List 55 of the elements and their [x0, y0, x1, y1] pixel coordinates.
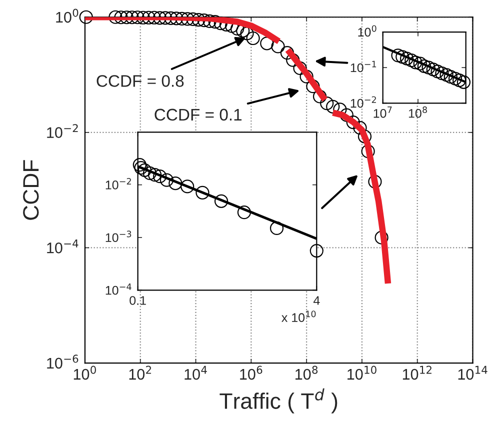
x-tick-label: 4 — [313, 296, 320, 305]
point — [142, 166, 157, 180]
point — [310, 244, 324, 258]
x-tick-label: 10$^{2}$ — [129, 366, 152, 380]
point — [426, 62, 440, 76]
point — [404, 54, 418, 68]
y-tick-label: 10$^{−4}$ — [47, 240, 78, 254]
point — [396, 50, 410, 64]
point — [413, 56, 427, 70]
x-tick-label: 10$^{8}$ — [408, 106, 427, 118]
x-tick-label: 10$^{12}$ — [402, 366, 432, 380]
point — [417, 59, 431, 73]
point — [456, 75, 471, 89]
x-tick-label: 10$^{7}$ — [374, 106, 392, 118]
point — [180, 180, 194, 194]
point — [237, 206, 252, 220]
x-tick-label: 10$^{10}$ — [348, 366, 376, 380]
point — [270, 221, 284, 236]
y-tick-label: 10$^{−4}$ — [106, 283, 132, 295]
x-tick-label: 10$^{6}$ — [240, 366, 262, 380]
y-tick-label: 10$^{−2}$ — [350, 96, 376, 108]
point — [153, 170, 167, 184]
x-axis-title: x 10$^{10}$ — [282, 310, 316, 322]
point — [422, 60, 436, 74]
point — [400, 52, 414, 66]
point — [134, 161, 148, 175]
x-axis-title: Traffic ( T$^{d}$ ) — [220, 388, 338, 414]
point — [214, 194, 228, 208]
annotation: CCDF = 0.1 — [154, 108, 242, 121]
point — [448, 72, 462, 86]
y-tick-label: 10$^{−2}$ — [106, 178, 131, 190]
x-tick-label: 10$^{14}$ — [458, 366, 488, 380]
point — [132, 158, 146, 172]
x-tick-label: 10$^{4}$ — [184, 366, 207, 380]
x-tick-label: 0.1 — [130, 296, 146, 305]
point — [391, 48, 405, 62]
y-axis-title: CCDF — [23, 160, 39, 220]
point — [440, 68, 454, 82]
point — [196, 186, 210, 200]
point — [452, 73, 466, 88]
point — [148, 168, 162, 182]
y-tick-label: 10$^{0}$ — [358, 25, 376, 37]
point — [430, 64, 444, 78]
point — [160, 173, 174, 187]
point — [168, 176, 182, 190]
y-tick-label: 10$^{−1}$ — [350, 60, 376, 72]
annotation: CCDF = 0.8 — [96, 75, 184, 87]
point — [444, 70, 458, 84]
y-tick-label: 10$^{0}$ — [56, 8, 78, 23]
y-tick-label: 10$^{−3}$ — [106, 230, 132, 242]
y-tick-label: 10$^{−2}$ — [47, 124, 78, 138]
point — [408, 56, 422, 70]
x-tick-label: 10$^{8}$ — [296, 366, 318, 380]
point — [138, 163, 152, 177]
point — [435, 66, 449, 80]
